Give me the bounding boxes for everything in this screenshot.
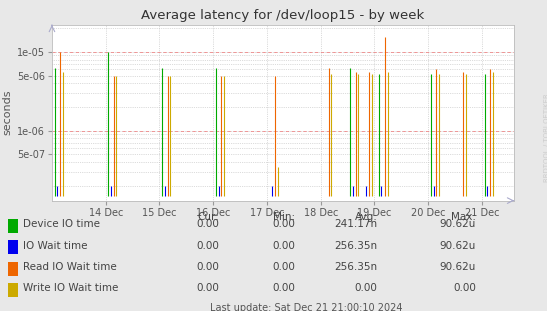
Text: 0.00: 0.00: [272, 262, 295, 272]
Text: 90.62u: 90.62u: [440, 240, 476, 251]
Text: 241.17n: 241.17n: [334, 219, 377, 229]
FancyBboxPatch shape: [8, 240, 18, 254]
Text: 0.00: 0.00: [354, 283, 377, 294]
Text: 256.35n: 256.35n: [334, 240, 377, 251]
Text: 0.00: 0.00: [453, 283, 476, 294]
Text: 0.00: 0.00: [272, 240, 295, 251]
Text: 90.62u: 90.62u: [440, 262, 476, 272]
FancyBboxPatch shape: [8, 262, 18, 276]
Text: IO Wait time: IO Wait time: [23, 240, 88, 251]
Text: 0.00: 0.00: [196, 240, 219, 251]
Text: Device IO time: Device IO time: [23, 219, 100, 229]
Text: Write IO Wait time: Write IO Wait time: [23, 283, 118, 294]
Text: RRDTOOL / TOBI OETIKER: RRDTOOL / TOBI OETIKER: [544, 93, 547, 182]
FancyBboxPatch shape: [8, 283, 18, 297]
Text: 0.00: 0.00: [196, 219, 219, 229]
FancyBboxPatch shape: [8, 219, 18, 233]
Text: Min:: Min:: [274, 212, 295, 222]
Text: 0.00: 0.00: [272, 219, 295, 229]
Y-axis label: seconds: seconds: [3, 90, 13, 136]
Text: 0.00: 0.00: [196, 283, 219, 294]
Title: Average latency for /dev/loop15 - by week: Average latency for /dev/loop15 - by wee…: [142, 9, 424, 22]
Text: 0.00: 0.00: [196, 262, 219, 272]
Text: Cur:: Cur:: [197, 212, 219, 222]
Text: Avg:: Avg:: [354, 212, 377, 222]
Text: Max:: Max:: [451, 212, 476, 222]
Text: 0.00: 0.00: [272, 283, 295, 294]
Text: 256.35n: 256.35n: [334, 262, 377, 272]
Text: Read IO Wait time: Read IO Wait time: [23, 262, 117, 272]
Text: Last update: Sat Dec 21 21:00:10 2024: Last update: Sat Dec 21 21:00:10 2024: [210, 303, 403, 311]
Text: 90.62u: 90.62u: [440, 219, 476, 229]
